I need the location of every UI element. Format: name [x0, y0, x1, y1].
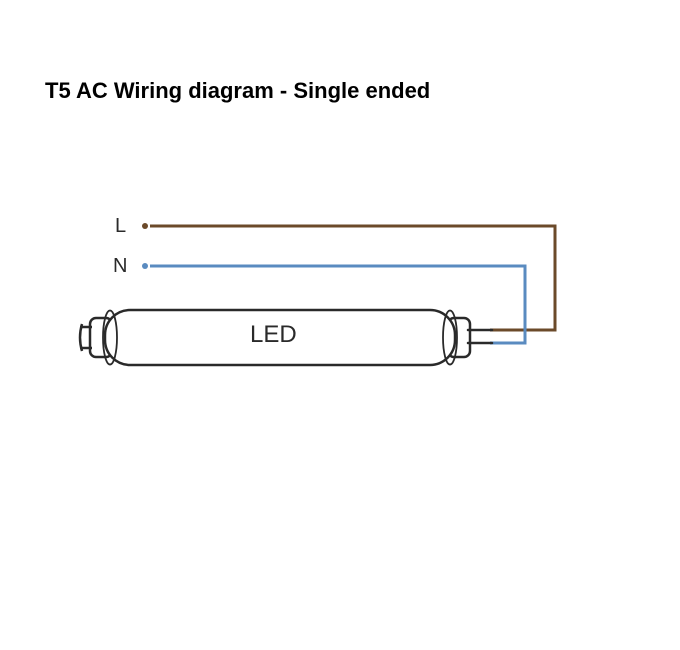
- label-neutral: N: [113, 255, 127, 277]
- label-live: L: [115, 215, 126, 237]
- terminal-neutral: [142, 263, 148, 269]
- tube-left-pin-bridge: [80, 324, 82, 351]
- label-led: LED: [250, 321, 297, 348]
- terminal-live: [142, 223, 148, 229]
- wiring-diagram: LN LED: [0, 0, 680, 650]
